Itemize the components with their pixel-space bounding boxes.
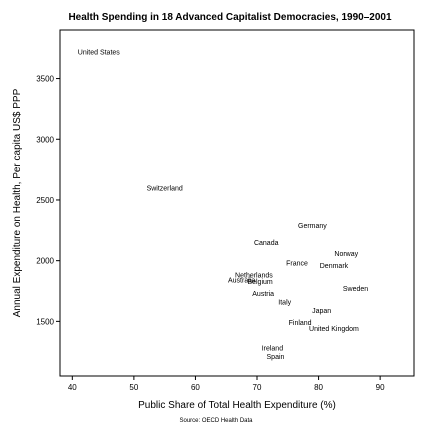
source-note: Source: OECD Health Data [179,418,253,424]
point-label: Japan [312,308,331,315]
point-label: Germany [298,223,327,230]
y-axis-label: Annual Expenditure on Health, Per capita… [12,88,23,317]
point-label: Spain [267,354,285,361]
y-tick-label: 2500 [36,196,54,205]
point-label: Australia [228,278,255,285]
x-tick-label: 40 [68,383,77,392]
point-label: Belgium [247,279,272,286]
y-tick-label: 3500 [36,75,54,84]
chart-title: Health Spending in 18 Advanced Capitalis… [68,12,392,23]
x-axis-label: Public Share of Total Health Expenditure… [138,400,336,411]
x-tick-label: 50 [129,383,138,392]
x-tick-label: 60 [191,383,200,392]
x-tick-label: 80 [314,383,323,392]
point-label: Norway [334,251,358,258]
point-label: France [286,261,308,268]
plot-frame [59,29,415,377]
point-label: Ireland [262,346,284,353]
point-label: Finland [289,320,312,327]
y-axis: 1500 2000 2500 3000 3500 [36,75,60,326]
x-tick-label: 90 [376,383,385,392]
point-label: United States [78,49,121,56]
x-axis: 40 50 60 70 80 90 [68,376,385,392]
point-label: Netherlands [235,273,273,280]
y-tick-label: 3000 [36,135,54,144]
point-label: Switzerland [147,185,183,192]
data-points: United States Switzerland Germany Canada Nor… [78,49,368,361]
point-label: Austria [252,291,274,298]
point-label: Denmark [320,263,349,270]
y-tick-label: 2000 [36,257,54,266]
point-label: Sweden [343,286,368,293]
point-label: United Kingdom [309,326,359,333]
x-tick-label: 70 [253,383,262,392]
y-tick-label: 1500 [36,317,54,326]
point-label: Canada [254,240,279,247]
point-label: Italy [278,299,291,306]
